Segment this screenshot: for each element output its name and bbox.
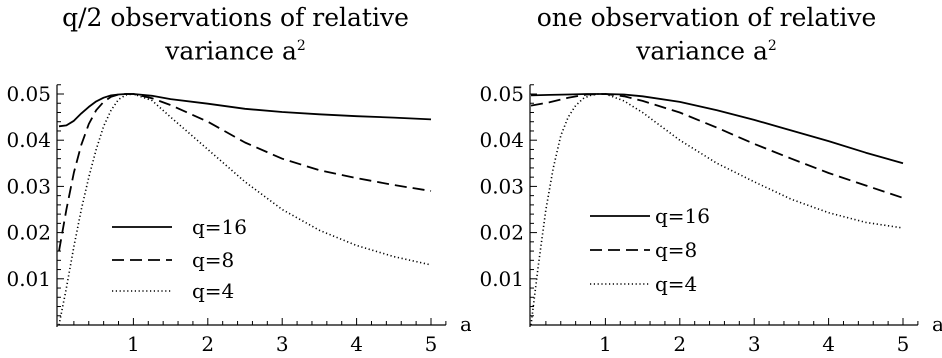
x-tick-label: 5: [425, 332, 438, 356]
line-chart-left: 1 2 3 4 5 0.01 0.02 0.03 0.04 0.05 a q=16 q=8 q=4: [6, 82, 471, 356]
chart-title-line2-text: variance a: [636, 36, 768, 66]
legend-label: q=4: [655, 272, 697, 296]
x-tick-label: 1: [127, 332, 140, 356]
chart-title-superscript: 2: [296, 38, 306, 54]
x-tick-label: 4: [350, 332, 363, 356]
chart-panel-right: one observation of relative variance a2 …: [471, 0, 942, 358]
series-line-q=4: [58, 93, 432, 326]
y-tick-label: 0.02: [479, 221, 524, 245]
y-tick-label: 0.05: [6, 82, 51, 106]
x-axis-label: a: [932, 312, 942, 336]
legend-label: q=16: [192, 215, 247, 239]
chart-title-line1: q/2 observations of relative: [62, 3, 409, 32]
chart-title-line2: variance a2: [471, 32, 942, 65]
series-line-q=8: [530, 93, 904, 199]
chart-title-superscript: 2: [767, 38, 777, 54]
y-tick-label: 0.04: [479, 128, 524, 152]
x-tick-label: 1: [599, 332, 612, 356]
chart-title-line2-text: variance a: [165, 36, 297, 66]
legend-label: q=4: [192, 279, 234, 303]
chart-title-left: q/2 observations of relative variance a2: [0, 4, 471, 65]
x-axis-label: a: [460, 312, 471, 336]
y-tick-label: 0.03: [479, 174, 524, 198]
chart-title-line2: variance a2: [0, 32, 471, 65]
x-tick-label: 4: [822, 332, 835, 356]
series-line-q=4: [530, 93, 904, 326]
x-tick-label: 2: [673, 332, 686, 356]
chart-title-line1: one observation of relative: [536, 3, 877, 32]
x-tick-label: 2: [201, 332, 214, 356]
chart-panel-left: q/2 observations of relative variance a2…: [0, 4, 471, 357]
y-tick-label: 0.03: [6, 174, 51, 198]
chart-title-right: one observation of relative variance a2: [471, 4, 942, 65]
x-tick-label: 3: [276, 332, 289, 356]
legend-label: q=8: [192, 248, 234, 272]
series-line-q=16: [58, 93, 432, 128]
legend-label: q=8: [655, 238, 697, 262]
y-tick-label: 0.04: [6, 128, 51, 152]
y-tick-label: 0.05: [479, 82, 524, 106]
y-tick-label: 0.02: [6, 221, 51, 245]
series-line-q=16: [530, 93, 904, 165]
x-tick-label: 3: [748, 332, 761, 356]
y-tick-label: 0.01: [6, 267, 51, 291]
legend-label: q=16: [655, 204, 710, 228]
x-tick-label: 5: [897, 332, 910, 356]
y-tick-label: 0.01: [479, 267, 524, 291]
line-chart-right: 1 2 3 4 5 0.01 0.02 0.03 0.04 0.05 a q=16 q=8 q=4: [479, 82, 942, 356]
